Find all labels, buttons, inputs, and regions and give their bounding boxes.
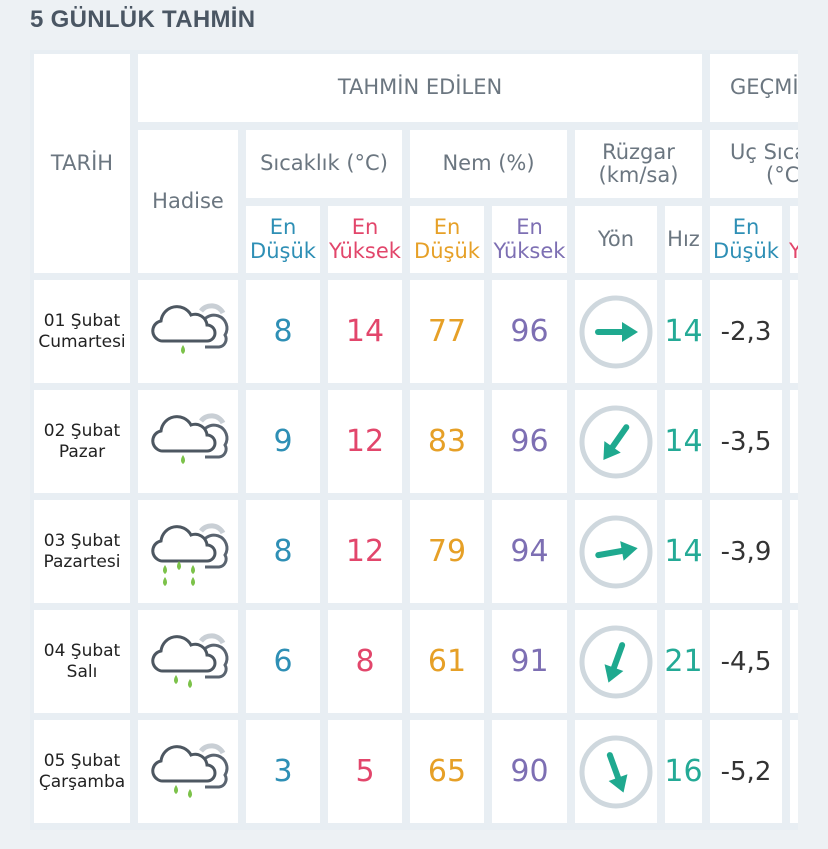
wind-speed: 14: [664, 280, 703, 383]
ext-max: [790, 610, 798, 713]
ext-max: [790, 500, 798, 603]
header-uc-sicaklik: Uç Sıcaklık(°C): [710, 130, 798, 198]
row-date: 01 Şubat Cumartesi: [34, 280, 130, 383]
wind-speed: 16: [664, 720, 703, 823]
cloud-rain-icon: [151, 632, 229, 688]
date-weekday: Cumartesi: [38, 331, 126, 352]
wind-direction: [575, 720, 657, 823]
wind-direction-icon: [579, 295, 653, 368]
header-ruzgar: Rüzgar (km/sa): [575, 130, 702, 198]
header-tarih: TARİH: [34, 54, 130, 273]
row-date: 05 Şubat Çarşamba: [34, 720, 130, 823]
temp-min: 3: [246, 720, 320, 823]
header-sicaklik: Sıcaklık (°C): [246, 130, 402, 198]
hum-min: 79: [410, 500, 484, 603]
ext-min: -3,9: [710, 500, 782, 603]
header-nem: Nem (%): [410, 130, 567, 198]
header-hum-min: En Düşük: [410, 206, 484, 273]
cloud-light-rain-icon: [151, 302, 229, 354]
wind-direction: [575, 280, 657, 383]
date-weekday: Çarşamba: [38, 771, 126, 792]
ext-max: [790, 280, 798, 383]
temp-min: 8: [246, 500, 320, 603]
header-temp-min: En Düşük: [246, 206, 320, 273]
header-hum-max: En Yüksek: [492, 206, 567, 273]
row-date: 02 Şubat Pazar: [34, 390, 130, 493]
date-weekday: Pazartesi: [43, 551, 121, 572]
temp-max: 5: [328, 720, 402, 823]
wind-speed: 14: [664, 500, 703, 603]
wind-speed: 21: [664, 610, 703, 713]
date-day: 02 Şubat: [43, 421, 121, 442]
wind-direction-icon: [579, 515, 653, 588]
ext-min: -3,5: [710, 390, 782, 493]
date-day: 03 Şubat: [43, 531, 121, 552]
hum-max: 90: [492, 720, 567, 823]
hum-min: 83: [410, 390, 484, 493]
header-ext-min: En Düşük: [710, 206, 782, 273]
temp-min: 6: [246, 610, 320, 713]
temp-max: 12: [328, 500, 402, 603]
hum-max: 96: [492, 280, 567, 383]
date-weekday: Pazar: [58, 441, 106, 462]
hum-min: 61: [410, 610, 484, 713]
row-hadise: [138, 610, 238, 713]
row-date: 03 Şubat Pazartesi: [34, 500, 130, 603]
hum-min: 65: [410, 720, 484, 823]
ext-max: [790, 390, 798, 493]
header-hiz: Hız: [665, 206, 702, 273]
date-day: 01 Şubat: [43, 311, 121, 332]
hum-max: 91: [492, 610, 567, 713]
wind-direction-icon: [579, 405, 653, 478]
ext-max: [790, 720, 798, 823]
temp-max: 8: [328, 610, 402, 713]
date-day: 04 Şubat: [43, 641, 121, 662]
temp-min: 8: [246, 280, 320, 383]
row-hadise: [138, 390, 238, 493]
page-title: 5 GÜNLÜK TAHMİN: [30, 6, 256, 33]
date-weekday: Salı: [66, 661, 98, 682]
header-temp-max: En Yüksek: [328, 206, 402, 273]
row-hadise: [138, 720, 238, 823]
ext-min: -2,3: [710, 280, 782, 383]
ext-min: -5,2: [710, 720, 782, 823]
temp-max: 12: [328, 390, 402, 493]
wind-direction: [575, 390, 657, 493]
header-yon: Yön: [575, 206, 657, 273]
ext-min: -4,5: [710, 610, 782, 713]
row-hadise: [138, 280, 238, 383]
hum-min: 77: [410, 280, 484, 383]
wind-speed: 14: [664, 390, 703, 493]
header-tahmin-edilen: TAHMİN EDİLEN: [138, 54, 702, 122]
cloud-heavy-rain-icon: [151, 522, 229, 586]
temp-min: 9: [246, 390, 320, 493]
cloud-rain-icon: [151, 742, 229, 798]
hum-max: 94: [492, 500, 567, 603]
wind-direction-icon: [579, 625, 653, 698]
hum-max: 96: [492, 390, 567, 493]
header-tarih-label: TARİH: [50, 150, 114, 175]
date-day: 05 Şubat: [43, 751, 121, 772]
cloud-light-rain-icon: [151, 412, 229, 464]
row-hadise: [138, 500, 238, 603]
temp-max: 14: [328, 280, 402, 383]
wind-direction: [575, 610, 657, 713]
forecast-table: TARİH TAHMİN EDİLEN GEÇMİŞ Hadise Sıcakl…: [30, 50, 798, 830]
header-gecmis: GEÇMİŞ: [710, 54, 798, 122]
header-hadise: Hadise: [138, 130, 238, 273]
wind-direction: [575, 500, 657, 603]
row-date: 04 Şubat Salı: [34, 610, 130, 713]
wind-direction-icon: [579, 735, 653, 808]
